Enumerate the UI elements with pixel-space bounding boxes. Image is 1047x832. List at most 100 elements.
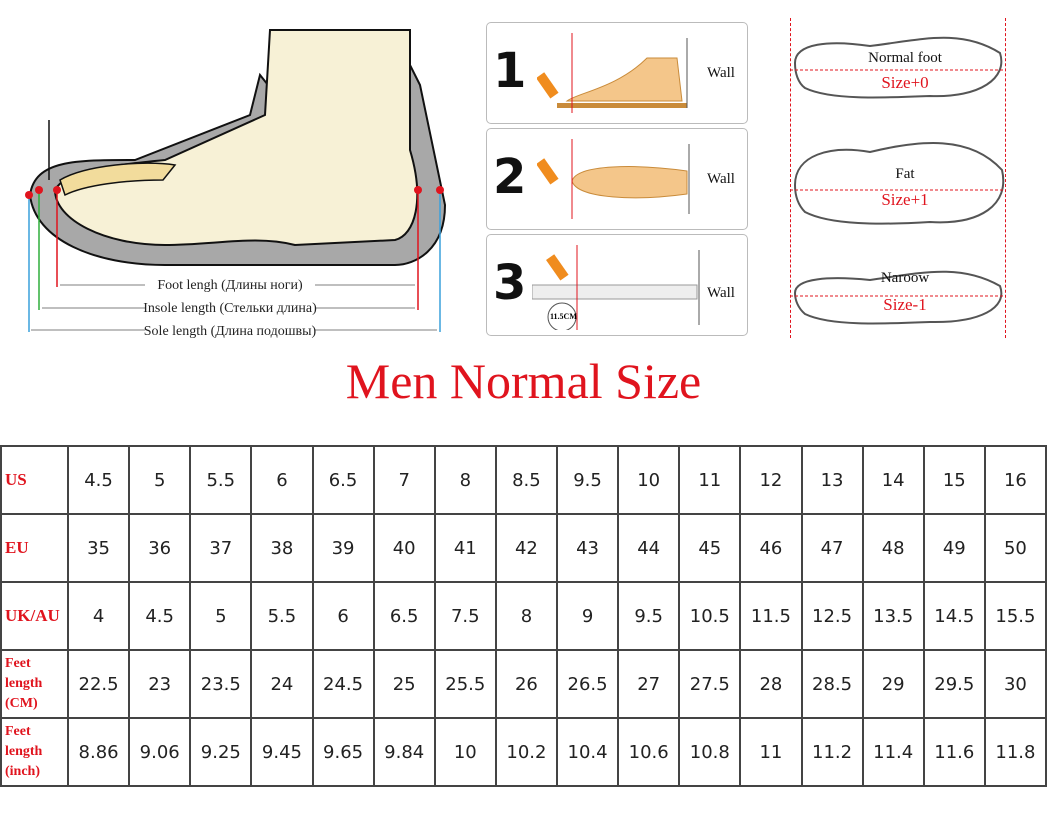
table-cell: 25.5 — [433, 649, 497, 719]
table-cell: 35 — [66, 513, 131, 583]
table-cell: 43 — [555, 513, 620, 583]
table-cell: 23.5 — [189, 649, 253, 719]
table-cell: 9.65 — [311, 717, 375, 787]
size-adjustment: Size-1 — [883, 295, 927, 314]
table-cell: 11.2 — [800, 717, 864, 787]
table-cell: 5 — [189, 581, 253, 651]
step-number: 3 — [493, 255, 527, 311]
table-cell: 22.5 — [66, 649, 131, 719]
table-cell: 9.5 — [555, 445, 620, 515]
fat-foot-outline-icon — [790, 142, 1005, 225]
row-header: EU — [0, 513, 69, 583]
row-header: UK/AU — [0, 581, 69, 651]
table-cell: 7.5 — [433, 581, 497, 651]
table-cell: 10.6 — [617, 717, 681, 787]
table-cell: 16 — [983, 445, 1047, 515]
table-cell: 15 — [922, 445, 986, 515]
table-cell: 48 — [861, 513, 925, 583]
table-row: US 4.5 5 5.5 6 6.5 7 8 8.5 9.5 10 11 12 13 14 15 16 — [0, 445, 1047, 515]
narrow-foot-outline-icon — [790, 270, 1005, 325]
table-cell: 46 — [739, 513, 803, 583]
table-cell: 23 — [128, 649, 192, 719]
step-number: 2 — [493, 149, 527, 205]
table-cell: 14.5 — [922, 581, 986, 651]
table-cell: 4.5 — [128, 581, 192, 651]
table-cell: 12 — [739, 445, 803, 515]
table-row: UK/AU 4 4.5 5 5.5 6 6.5 7.5 8 9 9.5 10.5 11.5 12.5 13.… — [0, 581, 1047, 651]
foot-type-label: Normal foot — [868, 50, 942, 66]
table-cell: 8.86 — [66, 717, 131, 787]
table-cell: 36 — [128, 513, 192, 583]
table-cell: 6.5 — [311, 445, 375, 515]
row-header: US — [0, 445, 69, 515]
table-cell: 9.84 — [372, 717, 436, 787]
sole-length-label: Sole length (Длина подошвы) — [144, 324, 317, 339]
table-cell: 49 — [922, 513, 986, 583]
table-cell: 47 — [800, 513, 864, 583]
ruler-reading-label: 11.5CM — [550, 312, 577, 321]
table-cell: 5.5 — [250, 581, 314, 651]
table-cell: 11.5 — [739, 581, 803, 651]
table-cell: 6 — [250, 445, 314, 515]
ruler-measurement-icon — [532, 245, 700, 330]
page-title: Men Normal Size — [345, 353, 702, 409]
foot-type-label: Fat — [895, 166, 915, 182]
foot-type-label: Naroow — [880, 270, 930, 286]
table-cell: 9 — [555, 581, 620, 651]
left-dashed-line — [790, 18, 791, 338]
table-cell: 40 — [372, 513, 436, 583]
row-header: Feet length (inch) — [0, 717, 69, 787]
table-cell: 11.8 — [983, 717, 1047, 787]
foot-against-wall-icon — [537, 33, 688, 113]
normal-foot-outline-icon — [790, 36, 1005, 99]
table-cell: 12.5 — [800, 581, 864, 651]
table-cell: 10.5 — [678, 581, 742, 651]
table-cell: 4 — [66, 581, 131, 651]
table-cell: 10 — [433, 717, 497, 787]
table-row: EU 35 36 37 38 39 40 41 42 43 44 45 46 47 48 49 50 — [0, 513, 1047, 583]
table-cell: 5 — [128, 445, 192, 515]
size-chart-table: US 4.5 5 5.5 6 6.5 7 8 8.5 9.5 10 11 12 13 14 15 16 EU 35 3… — [0, 445, 1047, 787]
table-cell: 15.5 — [983, 581, 1047, 651]
foot-type-fat: Fat Size+1 — [790, 130, 1010, 230]
table-cell: 14 — [861, 445, 925, 515]
table-cell: 11 — [678, 445, 742, 515]
table-cell: 26 — [494, 649, 559, 719]
table-cell: 39 — [311, 513, 375, 583]
table-row: Feet length (inch) 8.86 9.06 9.25 9.45 9.65 9.… — [0, 717, 1047, 787]
table-cell: 8.5 — [494, 445, 559, 515]
table-cell: 50 — [983, 513, 1047, 583]
row-header: Feet length (CM) — [0, 649, 69, 719]
table-cell: 7 — [372, 445, 436, 515]
measure-step-3: 3 11.5CM Wall — [486, 234, 748, 336]
table-cell: 29.5 — [922, 649, 986, 719]
size-adjustment: Size+1 — [881, 190, 929, 209]
table-cell: 13 — [800, 445, 864, 515]
table-cell: 42 — [494, 513, 559, 583]
table-cell: 27 — [617, 649, 681, 719]
foot-type-narrow: Naroow Size-1 — [790, 248, 1010, 348]
right-dashed-line — [1005, 18, 1006, 338]
foot-top-view-icon — [537, 139, 690, 219]
insole-length-label: Insole length (Стельки длина) — [143, 301, 317, 316]
table-cell: 28.5 — [800, 649, 864, 719]
measure-step-2: 2 Wall — [486, 128, 748, 230]
table-cell: 24 — [250, 649, 314, 719]
table-cell: 29 — [861, 649, 925, 719]
wall-label: Wall — [707, 65, 735, 81]
wall-label: Wall — [707, 285, 735, 301]
table-cell: 24.5 — [311, 649, 375, 719]
table-cell: 45 — [678, 513, 742, 583]
table-cell: 9.25 — [189, 717, 253, 787]
table-row: Feet length (CM) 22.5 23 23.5 24 24.5 25 25.5 26… — [0, 649, 1047, 719]
table-cell: 5.5 — [189, 445, 253, 515]
table-cell: 8 — [433, 445, 497, 515]
foot-type-normal: Normal foot Size+0 — [790, 18, 1010, 118]
table-cell: 25 — [372, 649, 436, 719]
table-cell: 9.5 — [617, 581, 681, 651]
foot-length-label: Foot lengh (Длины ноги) — [157, 278, 303, 293]
table-cell: 10 — [617, 445, 681, 515]
size-adjustment: Size+0 — [881, 73, 929, 92]
table-cell: 38 — [250, 513, 314, 583]
table-cell: 11.6 — [922, 717, 986, 787]
